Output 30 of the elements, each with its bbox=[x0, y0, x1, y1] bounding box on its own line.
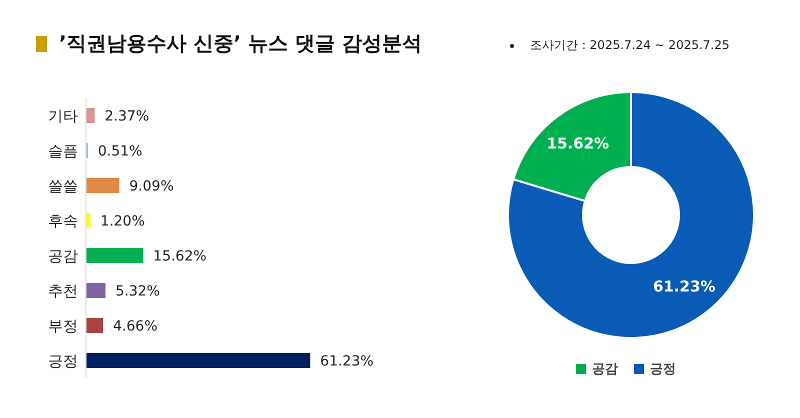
y-tick-label: 긍정 bbox=[48, 352, 78, 370]
bar bbox=[86, 318, 104, 333]
data-label: 5.32% bbox=[115, 283, 160, 300]
bar bbox=[86, 248, 144, 263]
legend-label: 공감 bbox=[591, 361, 618, 378]
y-tick-label: 쓸쓸 bbox=[48, 176, 78, 195]
bar bbox=[86, 108, 95, 123]
data-label: 4.66% bbox=[113, 318, 158, 334]
y-tick-label: 슬픔 bbox=[48, 142, 78, 160]
data-label: 15.62% bbox=[546, 134, 610, 152]
data-label: 0.51% bbox=[98, 143, 142, 160]
y-tick-label: 부정 bbox=[48, 316, 78, 335]
y-tick-label: 기타 bbox=[48, 106, 78, 125]
donut-slice bbox=[507, 91, 755, 339]
data-label: 2.37% bbox=[104, 108, 150, 124]
bar bbox=[86, 178, 120, 193]
chart-title: ’직권남용수사 신중’ 뉴스 댓글 감성분석 bbox=[59, 30, 422, 57]
data-label: 61.23% bbox=[652, 278, 716, 296]
bar bbox=[86, 283, 106, 298]
bar bbox=[86, 353, 310, 368]
y-tick-label: 추천 bbox=[48, 282, 78, 300]
data-label: 1.20% bbox=[100, 213, 145, 230]
bar bbox=[86, 213, 90, 228]
y-tick-label: 후속 bbox=[48, 212, 78, 230]
data-label: 15.62% bbox=[153, 248, 207, 264]
y-tick-label: 공감 bbox=[48, 246, 78, 265]
data-label: 9.09% bbox=[129, 178, 174, 194]
chart-subtitle: 조사기간 : 2025.7.24 ~ 2025.7.25 bbox=[530, 37, 730, 54]
data-label: 61.23% bbox=[320, 353, 374, 370]
legend-label: 긍정 bbox=[649, 361, 676, 378]
